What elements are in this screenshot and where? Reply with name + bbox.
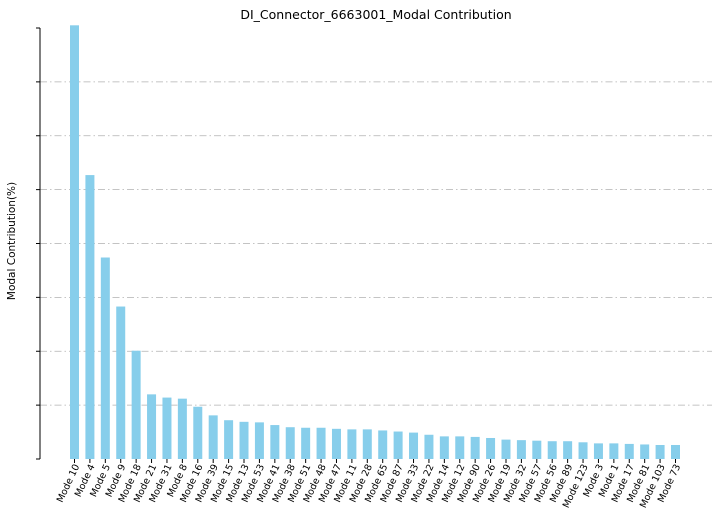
bar-mode-90 xyxy=(470,436,480,459)
bar-mode-26 xyxy=(486,437,496,459)
bar-mode-28 xyxy=(362,429,372,459)
bar-mode-9 xyxy=(116,306,126,459)
bar-mode-39 xyxy=(208,415,218,459)
bar-mode-38 xyxy=(285,427,295,459)
bar-mode-103 xyxy=(655,444,665,459)
bar-mode-87 xyxy=(393,431,403,459)
bar-mode-3 xyxy=(593,443,603,459)
bar-mode-56 xyxy=(547,441,557,459)
bar-mode-51 xyxy=(301,427,311,459)
gridlines xyxy=(40,81,712,406)
bar-mode-4 xyxy=(85,175,95,460)
bar-mode-15 xyxy=(224,420,234,459)
bar-mode-81 xyxy=(640,444,650,459)
bar-mode-33 xyxy=(409,432,419,459)
bar-mode-41 xyxy=(270,425,280,459)
bar-mode-18 xyxy=(131,350,141,459)
bar-mode-48 xyxy=(316,427,326,459)
bar-mode-19 xyxy=(501,439,511,459)
bar-mode-21 xyxy=(147,394,157,459)
axes xyxy=(36,27,676,463)
chart-title: DI_Connector_6663001_Modal Contribution xyxy=(240,7,511,22)
bar-mode-57 xyxy=(532,440,542,459)
bar-mode-123 xyxy=(578,442,588,459)
bar-mode-65 xyxy=(378,430,388,459)
bar-mode-32 xyxy=(516,440,526,459)
bar-mode-31 xyxy=(162,397,172,459)
bar-mode-53 xyxy=(254,422,264,459)
bar-mode-89 xyxy=(563,441,573,459)
bar-mode-13 xyxy=(239,421,249,459)
bar-mode-47 xyxy=(331,428,341,459)
bar-mode-16 xyxy=(193,406,203,459)
bar-mode-5 xyxy=(100,257,110,459)
bar-mode-10 xyxy=(70,25,79,460)
bar-mode-73 xyxy=(671,444,680,459)
bar-mode-1 xyxy=(609,443,619,459)
bar-mode-17 xyxy=(624,443,634,459)
bars xyxy=(70,25,680,460)
bar-mode-22 xyxy=(424,434,434,459)
bar-mode-11 xyxy=(347,429,357,459)
y-axis-label: Modal Contribution(%) xyxy=(6,182,18,300)
bar-mode-12 xyxy=(455,436,465,459)
bar-mode-8 xyxy=(177,398,187,459)
bar-mode-14 xyxy=(439,436,449,459)
